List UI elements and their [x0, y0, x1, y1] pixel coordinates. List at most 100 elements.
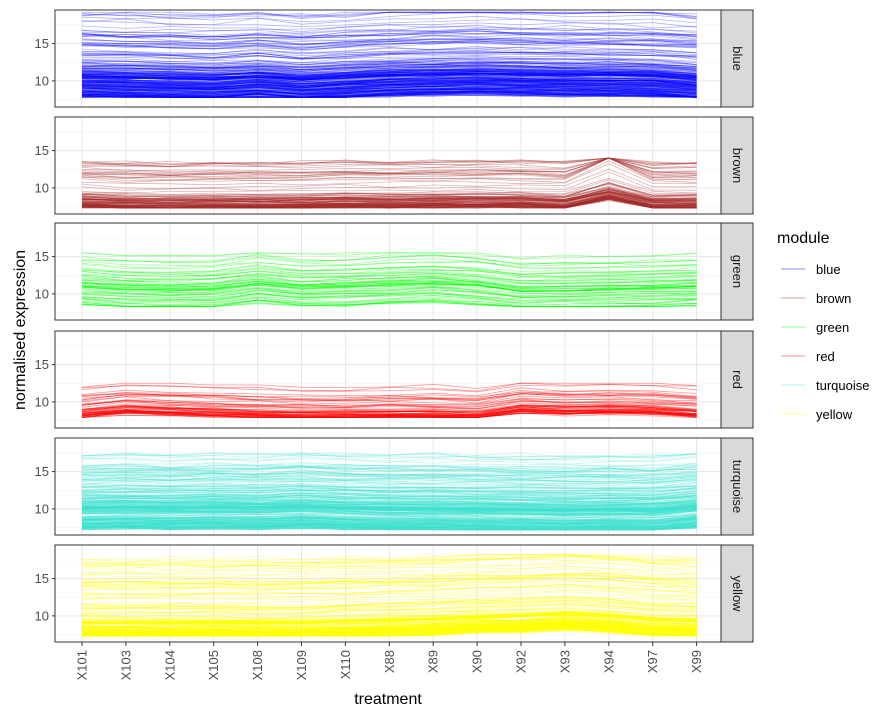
series-line — [81, 554, 697, 566]
series-line — [81, 77, 697, 86]
series-line — [81, 408, 697, 417]
facet-strip — [720, 437, 754, 536]
series-line — [81, 516, 697, 524]
series-line — [81, 196, 697, 209]
series-line — [81, 182, 697, 198]
series-line — [81, 392, 697, 402]
series-line — [81, 499, 697, 507]
series-line — [81, 583, 697, 597]
series-line — [81, 477, 697, 485]
series-line — [81, 586, 697, 598]
series-line — [81, 509, 697, 516]
series-line — [81, 393, 697, 402]
y-tick-label: 15 — [35, 143, 49, 158]
series-line — [81, 597, 697, 609]
series-line — [81, 506, 697, 513]
series-line — [81, 285, 697, 294]
series-line — [81, 616, 697, 627]
series-line — [81, 523, 697, 531]
series-line — [81, 620, 697, 634]
series-line — [81, 493, 697, 499]
series-line — [81, 81, 697, 91]
series-line — [81, 404, 697, 413]
series-line — [81, 404, 697, 414]
series-line — [81, 618, 697, 629]
series-line — [81, 526, 697, 531]
series-line — [81, 78, 697, 86]
series-line — [81, 508, 697, 515]
panel-background — [55, 117, 721, 214]
series-line — [81, 523, 697, 531]
series-line — [81, 504, 697, 511]
series-line — [81, 90, 697, 98]
series-line — [81, 565, 697, 576]
series-line — [81, 516, 697, 524]
series-line — [81, 88, 697, 96]
series-line — [81, 74, 697, 83]
series-line — [81, 81, 697, 88]
series-line — [81, 75, 697, 84]
series-line — [81, 36, 697, 45]
series-line — [81, 615, 697, 628]
series-line — [81, 612, 697, 624]
series-line — [81, 505, 697, 510]
series-line — [81, 157, 697, 166]
series-line — [81, 504, 697, 511]
series-line — [81, 87, 697, 96]
series-line — [82, 86, 697, 95]
series-line — [81, 280, 697, 290]
series-line — [81, 616, 697, 628]
series-line — [82, 628, 697, 637]
series-line — [81, 603, 697, 616]
series-line — [81, 557, 697, 571]
series-line — [81, 189, 697, 202]
series-line — [81, 507, 697, 513]
series-line — [81, 516, 697, 524]
series-line — [81, 84, 697, 90]
series-line — [81, 519, 697, 526]
series-line — [81, 456, 697, 464]
series-line — [81, 91, 697, 98]
series-line — [81, 298, 697, 308]
series-line — [81, 572, 697, 583]
series-line — [81, 486, 697, 495]
series-line — [81, 615, 697, 625]
series-line — [81, 81, 697, 91]
series-line — [81, 620, 697, 633]
y-tick-label: 15 — [35, 36, 49, 51]
series-line — [81, 72, 697, 80]
series-line — [81, 72, 697, 80]
series-line — [81, 398, 697, 409]
series-line — [81, 624, 697, 636]
x-tick-label: X109 — [294, 650, 309, 680]
series-line — [81, 64, 697, 73]
series-line — [81, 92, 697, 98]
series-line — [81, 469, 697, 477]
series-line — [81, 463, 697, 471]
series-line — [81, 518, 697, 526]
series-line — [81, 410, 697, 419]
series-line — [81, 30, 697, 39]
series-line — [81, 190, 697, 204]
series-line — [81, 505, 697, 512]
series-line — [81, 489, 697, 498]
series-line — [81, 189, 697, 203]
series-line — [81, 79, 697, 87]
series-line — [81, 495, 697, 503]
series-line — [81, 196, 697, 209]
series-line — [81, 522, 697, 528]
series-line — [81, 195, 697, 208]
series-line — [81, 252, 697, 259]
series-line — [81, 502, 697, 509]
series-line — [81, 76, 697, 86]
series-line — [81, 157, 697, 178]
series-line — [81, 404, 697, 414]
series-line — [81, 509, 697, 516]
x-axis: X101 X103 X104 X105 X108 X109 X110 X88 X89 X90 X92… — [75, 642, 704, 680]
series-line — [81, 277, 697, 289]
series-line — [81, 521, 697, 528]
series-line — [81, 410, 697, 419]
series-line — [81, 509, 697, 517]
series-line — [81, 581, 697, 591]
series-line — [81, 565, 697, 580]
